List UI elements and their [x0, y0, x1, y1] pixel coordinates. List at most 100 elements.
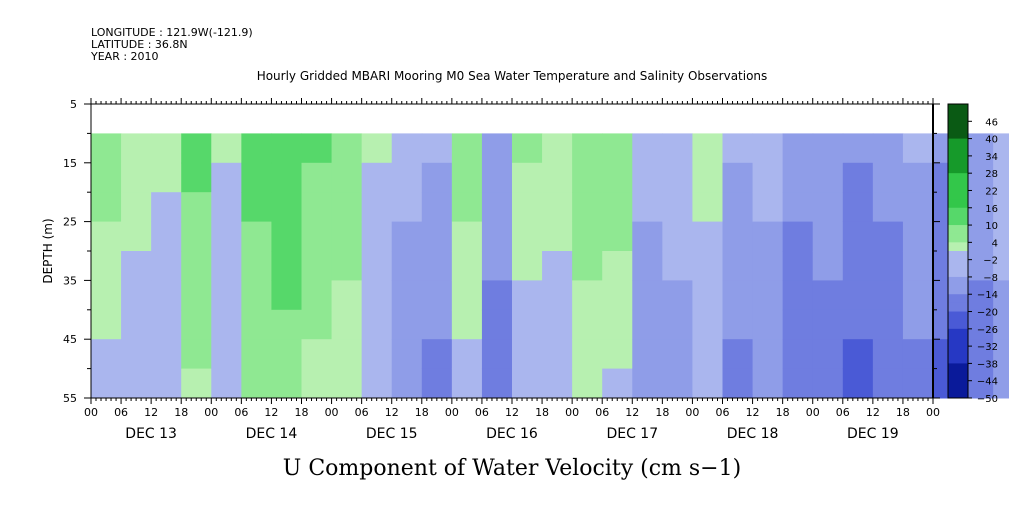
- colorbar-label: 4: [992, 238, 998, 249]
- heatmap-cell: [151, 339, 182, 370]
- heatmap-cell: [121, 368, 152, 399]
- x-day-label: DEC 16: [486, 426, 538, 442]
- colorbar-label: −8: [983, 273, 998, 284]
- colorbar-swatch: [948, 372, 968, 382]
- heatmap-cell: [602, 280, 633, 311]
- heatmap-cell: [451, 133, 483, 164]
- x-tick-label: 12: [264, 406, 278, 419]
- x-tick-label: 12: [866, 406, 880, 419]
- heatmap-cell: [361, 251, 393, 281]
- heatmap-cell: [782, 162, 814, 193]
- y-tick-label: 55: [63, 392, 77, 405]
- heatmap-cell: [271, 133, 302, 164]
- heatmap-cell: [361, 162, 393, 193]
- heatmap-cell: [542, 162, 573, 193]
- heatmap-cell: [391, 221, 423, 252]
- heatmap-cell: [151, 368, 182, 399]
- heatmap-cell: [451, 221, 483, 252]
- heatmap-cell: [121, 221, 152, 252]
- heatmap-cell: [391, 309, 423, 340]
- heatmap-cell: [662, 280, 693, 311]
- heatmap-cell: [722, 280, 754, 311]
- x-tick-label: 18: [776, 406, 790, 419]
- heatmap-cell: [692, 309, 723, 340]
- heatmap-cell: [271, 309, 302, 340]
- heatmap-cell: [662, 221, 693, 252]
- heatmap-cell: [181, 192, 212, 223]
- heatmap-cell: [842, 162, 874, 193]
- heatmap-cell: [211, 162, 242, 193]
- colorbar-swatch: [948, 190, 968, 200]
- heatmap-cell: [872, 192, 904, 223]
- heatmap-cell: [421, 280, 453, 311]
- bottom-title: U Component of Water Velocity (cm s−1): [283, 456, 741, 481]
- heatmap-cell: [842, 339, 874, 370]
- heatmap-cell: [481, 221, 513, 252]
- heatmap-cell: [722, 192, 754, 223]
- heatmap-cell: [301, 368, 333, 399]
- heatmap-cell: [211, 251, 242, 281]
- heatmap-cell: [271, 368, 302, 399]
- heatmap-cell: [692, 339, 723, 370]
- colorbar-swatch: [948, 354, 968, 364]
- heatmap-cell: [662, 368, 693, 399]
- heatmap-cell: [572, 280, 603, 311]
- x-tick-label: 18: [415, 406, 429, 419]
- heatmap-cell: [512, 309, 543, 340]
- heatmap-cell: [241, 133, 272, 164]
- x-day-label: DEC 13: [125, 426, 177, 442]
- heatmap-cell: [512, 251, 543, 281]
- heatmap-cell: [481, 162, 513, 193]
- colorbar-swatch: [948, 233, 968, 243]
- colorbar-swatch: [948, 320, 968, 330]
- heatmap-cell: [91, 251, 122, 281]
- heatmap-cell: [451, 280, 483, 311]
- heatmap-cell: [842, 309, 874, 340]
- heatmap-cell: [241, 162, 272, 193]
- colorbar-swatch: [948, 199, 968, 209]
- heatmap-cell: [91, 280, 122, 311]
- heatmap-cell: [211, 221, 242, 252]
- heatmap-cell: [481, 251, 513, 281]
- x-tick-label: 18: [295, 406, 309, 419]
- heatmap-cell: [993, 251, 1009, 281]
- heatmap-cell: [181, 251, 212, 281]
- heatmap-cell: [512, 192, 543, 223]
- heatmap-cell: [512, 368, 543, 399]
- heatmap-cell: [361, 221, 393, 252]
- heatmap-cell: [542, 339, 573, 370]
- heatmap-cell: [451, 192, 483, 223]
- year-label: YEAR : 2010: [90, 50, 159, 63]
- y-tick-label: 45: [63, 333, 77, 346]
- heatmap-cell: [902, 133, 934, 164]
- heatmap-cell: [151, 221, 182, 252]
- colorbar-swatch: [948, 242, 968, 252]
- heatmap-cell: [391, 280, 423, 311]
- heatmap-cell: [902, 192, 934, 223]
- heatmap-cell: [181, 309, 212, 340]
- heatmap-cell: [632, 251, 663, 281]
- heatmap-cell: [812, 309, 844, 340]
- heatmap-cell: [391, 192, 423, 223]
- heatmap-cell: [421, 368, 453, 399]
- y-tick-label: 35: [63, 274, 77, 287]
- colorbar-swatch: [948, 225, 968, 235]
- heatmap-cell: [632, 339, 663, 370]
- heatmap-cell: [331, 133, 363, 164]
- heatmap-cell: [91, 339, 122, 370]
- heatmap-cell: [692, 368, 723, 399]
- heatmap-cell: [872, 162, 904, 193]
- heatmap-cell: [241, 339, 272, 370]
- colorbar-swatch: [948, 138, 968, 148]
- heatmap-cell: [451, 309, 483, 340]
- colorbar-swatch: [948, 346, 968, 356]
- heatmap-cell: [241, 280, 272, 311]
- heatmap-cell: [241, 251, 272, 281]
- heatmap-cell: [241, 221, 272, 252]
- x-tick-label: 06: [716, 406, 730, 419]
- heatmap-cell: [993, 309, 1009, 340]
- colorbar-swatch: [948, 251, 968, 261]
- heatmap-cell: [993, 339, 1009, 370]
- heatmap-cell: [151, 133, 182, 164]
